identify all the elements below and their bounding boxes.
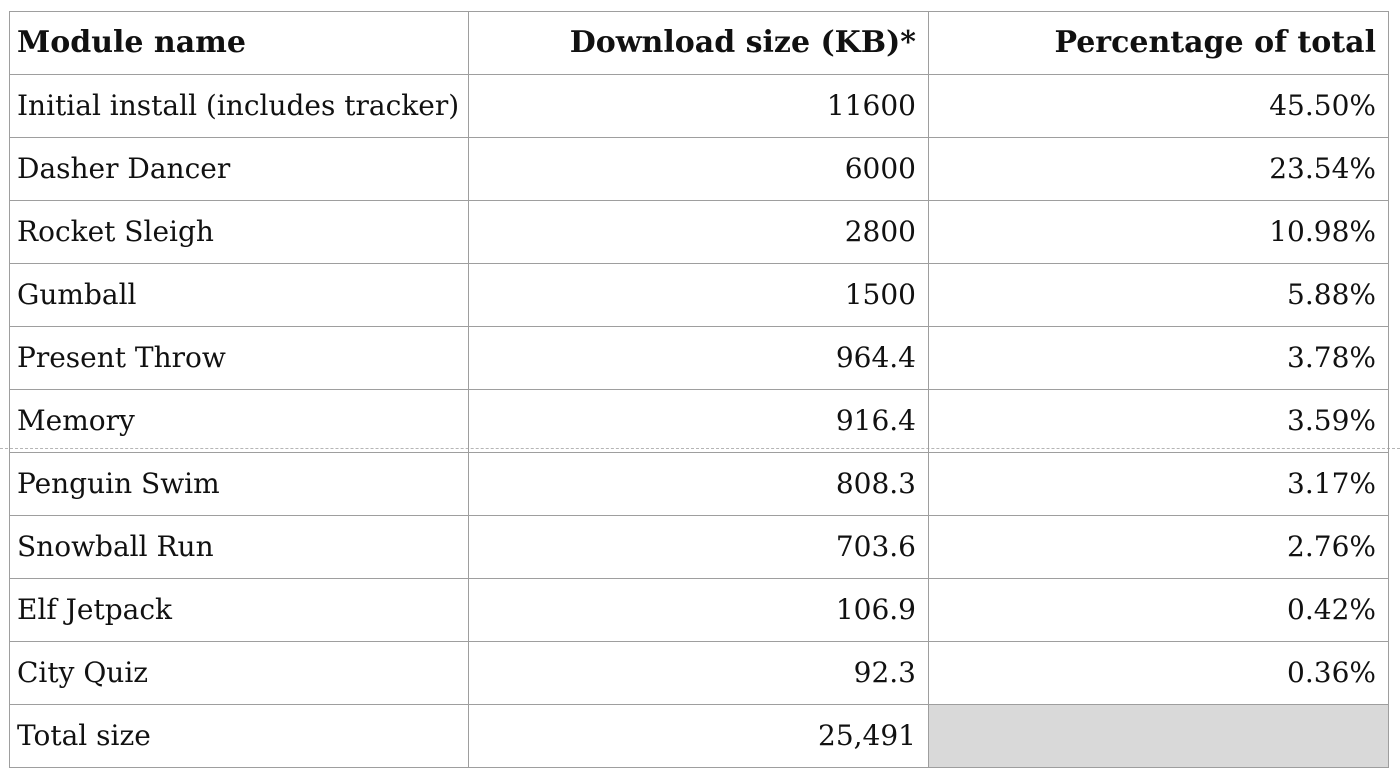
- table-row: Dasher Dancer 6000 23.54%: [9, 137, 1389, 201]
- header-download-size: Download size (KB)*: [468, 11, 929, 75]
- download-size-cell: 1500: [468, 263, 929, 327]
- percentage-cell: 2.76%: [928, 515, 1389, 579]
- module-name-cell: Rocket Sleigh: [9, 200, 469, 264]
- percentage-cell: 3.17%: [928, 452, 1389, 516]
- download-size-cell: 6000: [468, 137, 929, 201]
- percentage-cell: 3.78%: [928, 326, 1389, 390]
- download-size-cell: 703.6: [468, 515, 929, 579]
- percentage-cell: 45.50%: [928, 74, 1389, 138]
- percentage-cell: 0.36%: [928, 641, 1389, 705]
- percentage-cell: 0.42%: [928, 578, 1389, 642]
- module-name-cell: Initial install (includes tracker): [9, 74, 469, 138]
- module-name-cell: Memory: [9, 389, 469, 453]
- table-row: Gumball 1500 5.88%: [9, 263, 1389, 327]
- module-size-table: Module name Download size (KB)* Percenta…: [9, 11, 1389, 768]
- table-row: Initial install (includes tracker) 11600…: [9, 74, 1389, 138]
- download-size-cell: 11600: [468, 74, 929, 138]
- download-size-cell: 964.4: [468, 326, 929, 390]
- table-row: Rocket Sleigh 2800 10.98%: [9, 200, 1389, 264]
- total-percentage-blank-cell: [928, 704, 1389, 768]
- module-name-cell: Penguin Swim: [9, 452, 469, 516]
- table-header-row: Module name Download size (KB)* Percenta…: [9, 11, 1389, 75]
- total-label-cell: Total size: [9, 704, 469, 768]
- download-size-cell: 106.9: [468, 578, 929, 642]
- module-name-cell: Gumball: [9, 263, 469, 327]
- table-row: Memory 916.4 3.59%: [9, 389, 1389, 453]
- download-size-cell: 92.3: [468, 641, 929, 705]
- header-module-name: Module name: [9, 11, 469, 75]
- module-name-cell: Present Throw: [9, 326, 469, 390]
- header-percentage: Percentage of total: [928, 11, 1389, 75]
- module-name-cell: Snowball Run: [9, 515, 469, 579]
- total-download-cell: 25,491: [468, 704, 929, 768]
- download-size-cell: 2800: [468, 200, 929, 264]
- table-row: City Quiz 92.3 0.36%: [9, 641, 1389, 705]
- table-row: Elf Jetpack 106.9 0.42%: [9, 578, 1389, 642]
- download-size-cell: 808.3: [468, 452, 929, 516]
- download-size-cell: 916.4: [468, 389, 929, 453]
- total-row: Total size 25,491: [9, 704, 1389, 768]
- module-name-cell: City Quiz: [9, 641, 469, 705]
- percentage-cell: 5.88%: [928, 263, 1389, 327]
- module-name-cell: Elf Jetpack: [9, 578, 469, 642]
- table-row: Penguin Swim 808.3 3.17%: [9, 452, 1389, 516]
- module-name-cell: Dasher Dancer: [9, 137, 469, 201]
- table-row: Snowball Run 703.6 2.76%: [9, 515, 1389, 579]
- percentage-cell: 10.98%: [928, 200, 1389, 264]
- percentage-cell: 23.54%: [928, 137, 1389, 201]
- percentage-cell: 3.59%: [928, 389, 1389, 453]
- table-row: Present Throw 964.4 3.78%: [9, 326, 1389, 390]
